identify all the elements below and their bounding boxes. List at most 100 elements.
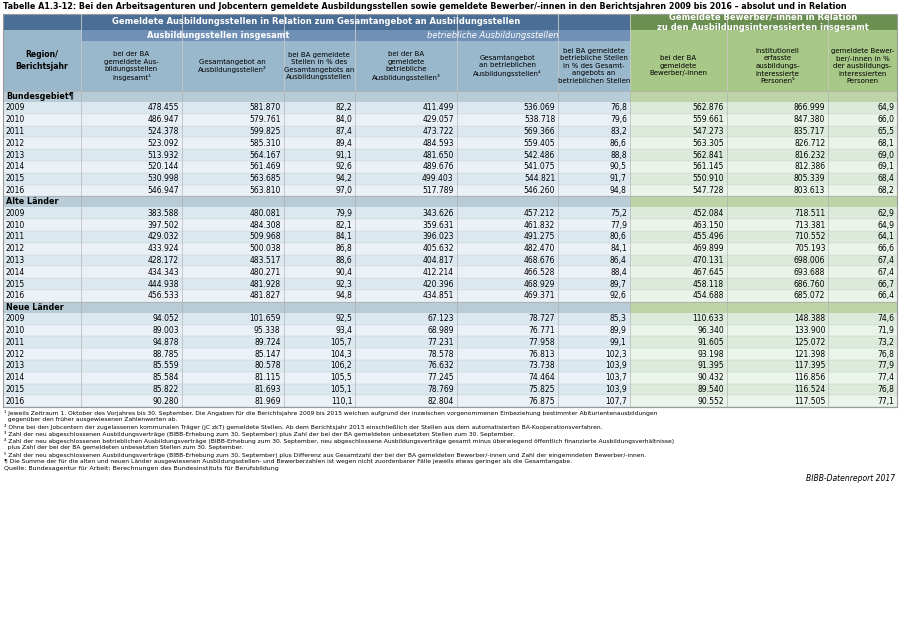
Bar <box>456 372 558 384</box>
Bar <box>81 302 182 313</box>
Bar <box>182 91 284 102</box>
Bar <box>630 114 727 126</box>
Text: 82,1: 82,1 <box>336 220 352 230</box>
Bar <box>727 360 828 372</box>
Text: 2010: 2010 <box>6 220 25 230</box>
Text: Neue Länder: Neue Länder <box>6 303 64 311</box>
Text: 94.052: 94.052 <box>152 314 179 323</box>
Text: 102,3: 102,3 <box>605 350 626 359</box>
Bar <box>727 266 828 278</box>
Bar <box>630 197 727 207</box>
Bar <box>828 302 897 313</box>
Text: 71,9: 71,9 <box>878 326 894 335</box>
Bar <box>456 337 558 348</box>
Text: 89.540: 89.540 <box>698 385 724 394</box>
Bar <box>630 243 727 254</box>
Bar <box>182 325 284 337</box>
Text: Bundesgebiet¶: Bundesgebiet¶ <box>6 92 74 101</box>
Bar <box>81 219 182 231</box>
Bar <box>828 278 897 290</box>
Text: 74.464: 74.464 <box>528 373 555 382</box>
Text: Ausbildungsstellen insgesamt: Ausbildungsstellen insgesamt <box>147 31 289 40</box>
Text: 77,9: 77,9 <box>610 220 626 230</box>
Text: 456.533: 456.533 <box>148 291 179 300</box>
Bar <box>182 197 284 207</box>
Bar <box>284 254 356 266</box>
Bar <box>3 384 81 396</box>
Text: 581.870: 581.870 <box>249 104 281 112</box>
Text: 480.271: 480.271 <box>249 268 281 277</box>
Text: 90,5: 90,5 <box>610 163 626 171</box>
Text: 523.092: 523.092 <box>148 139 179 148</box>
Text: 509.968: 509.968 <box>249 232 281 241</box>
Bar <box>828 173 897 185</box>
Bar <box>3 278 81 290</box>
Bar <box>630 207 727 219</box>
Bar <box>727 290 828 302</box>
Bar <box>456 114 558 126</box>
Bar <box>630 219 727 231</box>
Text: 121.398: 121.398 <box>794 350 825 359</box>
Text: 705.193: 705.193 <box>794 244 825 253</box>
Bar <box>356 30 630 41</box>
Bar <box>558 138 630 149</box>
Text: 110,1: 110,1 <box>330 397 352 406</box>
Text: 517.789: 517.789 <box>422 186 454 195</box>
Text: 444.938: 444.938 <box>148 279 179 289</box>
Bar <box>558 149 630 161</box>
Text: Alte Länder: Alte Länder <box>6 197 58 207</box>
Text: 104,3: 104,3 <box>330 350 352 359</box>
Bar <box>630 126 727 138</box>
Text: 563.685: 563.685 <box>249 174 281 183</box>
Bar <box>630 231 727 243</box>
Bar <box>456 325 558 337</box>
Text: 91.605: 91.605 <box>698 338 724 347</box>
Bar <box>558 185 630 197</box>
Text: bei BA gemeldete
betriebliche Stellen
in % des Gesamt-
angebots an
betrieblichen: bei BA gemeldete betriebliche Stellen in… <box>558 48 630 84</box>
Bar <box>558 197 630 207</box>
Bar <box>727 313 828 325</box>
Text: 148.388: 148.388 <box>794 314 825 323</box>
Bar <box>356 337 456 348</box>
Bar <box>3 372 81 384</box>
Text: 79,6: 79,6 <box>610 115 626 124</box>
Text: 86,6: 86,6 <box>610 139 626 148</box>
Bar <box>356 149 456 161</box>
Bar <box>456 173 558 185</box>
Bar <box>456 266 558 278</box>
Bar <box>727 114 828 126</box>
Bar <box>356 254 456 266</box>
Text: 68,2: 68,2 <box>878 186 894 195</box>
Text: ¶ Die Summe der für die alten und neuen Länder ausgewiesenen Ausbildungsstellen-: ¶ Die Summe der für die alten und neuen … <box>4 459 572 464</box>
Bar <box>558 173 630 185</box>
Text: 452.084: 452.084 <box>692 208 724 218</box>
Bar <box>3 30 81 41</box>
Bar <box>356 278 456 290</box>
Text: 2014: 2014 <box>6 373 25 382</box>
Text: 484.593: 484.593 <box>422 139 454 148</box>
Bar <box>182 337 284 348</box>
Text: 481.827: 481.827 <box>249 291 281 300</box>
Text: 561.145: 561.145 <box>692 163 724 171</box>
Bar <box>630 185 727 197</box>
Bar <box>284 207 356 219</box>
Text: 559.405: 559.405 <box>524 139 555 148</box>
Text: 81.115: 81.115 <box>255 373 281 382</box>
Bar <box>284 185 356 197</box>
Text: Quelle: Bundesagentur für Arbeit; Berechnungen des Bundesinstituts für Berufsbil: Quelle: Bundesagentur für Arbeit; Berech… <box>4 466 279 471</box>
Bar <box>456 254 558 266</box>
Bar <box>456 384 558 396</box>
Bar <box>284 348 356 360</box>
Text: 847.380: 847.380 <box>794 115 825 124</box>
Text: 520.144: 520.144 <box>148 163 179 171</box>
Bar <box>558 243 630 254</box>
Bar <box>828 102 897 114</box>
Bar <box>727 325 828 337</box>
Text: 116.856: 116.856 <box>794 373 825 382</box>
Bar <box>3 231 81 243</box>
Text: 585.310: 585.310 <box>249 139 281 148</box>
Bar <box>727 337 828 348</box>
Text: 484.308: 484.308 <box>249 220 281 230</box>
Text: 65,5: 65,5 <box>877 127 894 136</box>
Bar <box>182 149 284 161</box>
